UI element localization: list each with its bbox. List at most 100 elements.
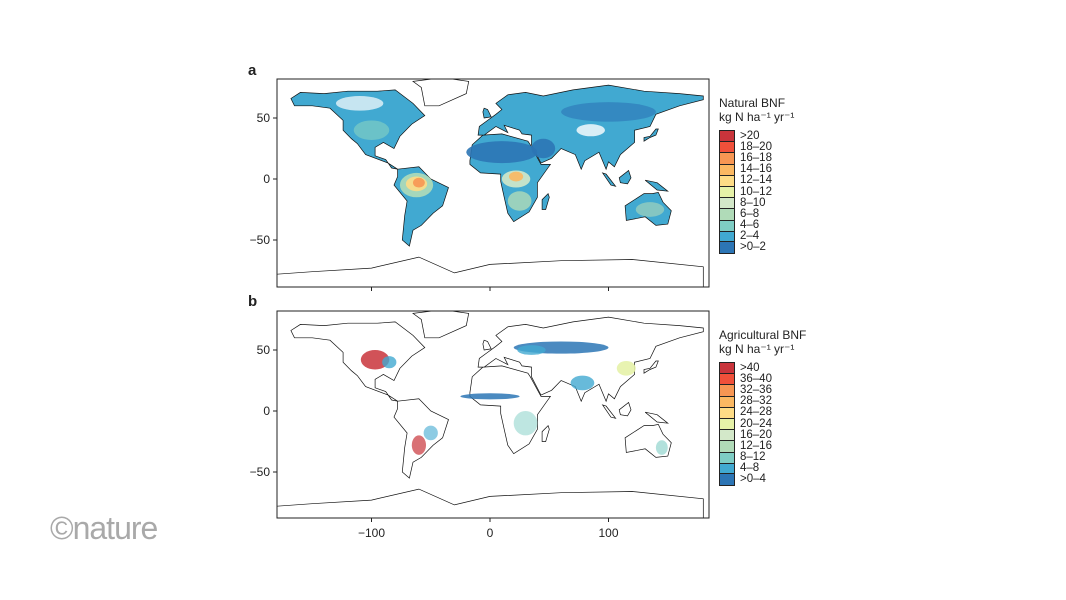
legend-item: 12–16 — [719, 439, 806, 452]
legend-item: >0–4 — [719, 473, 806, 486]
landmass-new-guinea — [644, 179, 669, 192]
australia-crops — [655, 440, 668, 455]
legend-item: 10–12 — [719, 185, 794, 198]
legend-swatch — [719, 373, 735, 385]
legend-item: 36–40 — [719, 372, 806, 385]
nature-logo: ©nature — [50, 510, 158, 546]
legend-item: 24–28 — [719, 406, 806, 418]
legend-label: 10–12 — [740, 185, 772, 198]
landmass-greenland — [412, 79, 470, 107]
us-east — [382, 356, 397, 369]
landmass-japan — [643, 360, 659, 374]
legend-item: 8–10 — [719, 196, 794, 209]
legend-label: >0–4 — [740, 473, 766, 486]
legend-item: 2–4 — [719, 230, 794, 243]
landmass-uk — [482, 107, 492, 119]
legend-swatch — [719, 429, 735, 441]
landmass-madagascar — [541, 424, 550, 442]
legend-swatch — [719, 230, 735, 242]
legend-item: 20–24 — [719, 417, 806, 430]
legend-item: >40 — [719, 362, 806, 374]
legend-swatch — [719, 462, 735, 474]
x-tick-label: 100 — [598, 526, 618, 540]
legend-swatch — [719, 440, 735, 452]
legend-unit: kg N ha⁻¹ yr⁻¹ — [719, 110, 795, 124]
amazon-core — [412, 177, 425, 188]
legend-swatch — [719, 208, 735, 220]
legend-label: 12–16 — [740, 439, 772, 452]
legend-swatch — [719, 384, 735, 396]
legend-item: 16–18 — [719, 151, 794, 164]
panel-b-label: b — [248, 293, 258, 310]
legend-label: 32–36 — [740, 383, 772, 396]
x-tick-label: 0 — [487, 526, 494, 540]
legend-label: 4–6 — [740, 219, 760, 232]
legend-swatch — [719, 417, 735, 430]
legend-label: >20 — [740, 129, 760, 142]
landmass-antarctica — [277, 256, 704, 287]
x-tick-label: −100 — [358, 526, 385, 540]
legend-label: 18–20 — [740, 140, 772, 153]
legend-swatch — [719, 163, 735, 175]
landmass-eurasia — [477, 316, 704, 403]
landmass-japan — [643, 128, 659, 142]
tibet-gap — [576, 124, 605, 137]
east-africa — [513, 411, 538, 436]
legend-swatch — [719, 451, 735, 463]
landmass-sumatra — [601, 404, 617, 419]
legend-agricultural: Agricultural BNF kg N ha⁻¹ yr⁻¹ >40 36–40 3… — [719, 328, 806, 486]
legend-label: 6–8 — [740, 207, 760, 220]
landmass-antarctica — [277, 488, 704, 518]
china-plain — [616, 360, 636, 376]
legend-swatch — [719, 197, 735, 209]
southern-africa — [507, 191, 532, 211]
y-tick-label: 0 — [263, 404, 270, 418]
legend-item: 6–8 — [719, 207, 794, 220]
map-frame — [276, 78, 710, 288]
legend-item: 4–6 — [719, 219, 794, 232]
legend-label: >0–2 — [740, 241, 766, 254]
legend-label: 36–40 — [740, 372, 772, 385]
legend-item: 32–36 — [719, 383, 806, 396]
legend-label: 2–4 — [740, 230, 760, 243]
map-frame — [276, 310, 710, 519]
landmass-sumatra — [601, 172, 617, 187]
legend-swatch — [719, 152, 735, 164]
map-panel-a: 50 0 −50 — [250, 78, 710, 291]
us-plains — [353, 120, 390, 140]
legend-swatch — [719, 362, 735, 374]
legend-label: 4–8 — [740, 462, 760, 475]
map-body — [277, 311, 704, 518]
legend-swatch — [719, 141, 735, 153]
legend-natural: Natural BNF kg N ha⁻¹ yr⁻¹ >20 18–20 16–18 1… — [719, 96, 795, 254]
landmass-borneo — [618, 401, 632, 417]
brazil-crops — [423, 425, 438, 441]
sahara-region — [466, 141, 538, 164]
y-tick-label: 0 — [263, 172, 270, 186]
legend-swatch — [719, 473, 735, 486]
legend-item: 8–12 — [719, 451, 806, 463]
landmass-new-guinea — [644, 411, 669, 424]
legend-item: 28–32 — [719, 395, 806, 407]
legend-item: 18–20 — [719, 140, 794, 153]
legend-item: >0–2 — [719, 241, 794, 254]
y-tick-label: −50 — [250, 233, 271, 247]
australia-interior — [635, 202, 665, 217]
argentina-soy — [411, 435, 427, 455]
legend-label: 8–10 — [740, 196, 766, 209]
siberia — [561, 102, 656, 122]
us-cornbelt — [360, 350, 390, 370]
india — [570, 375, 595, 391]
map-body — [277, 79, 704, 287]
legend-swatch — [719, 219, 735, 231]
legend-label: 20–24 — [740, 417, 772, 430]
legend-unit: kg N ha⁻¹ yr⁻¹ — [719, 342, 795, 356]
legend-title: Natural BNF — [719, 96, 786, 110]
legend-label: 16–18 — [740, 151, 772, 164]
landmass-madagascar — [541, 192, 550, 210]
panel-a-label: a — [248, 62, 257, 79]
sahel-belt — [460, 393, 520, 400]
landmass-borneo — [618, 169, 632, 185]
y-tick-label: 50 — [257, 343, 271, 357]
legend-item: 14–16 — [719, 163, 794, 175]
